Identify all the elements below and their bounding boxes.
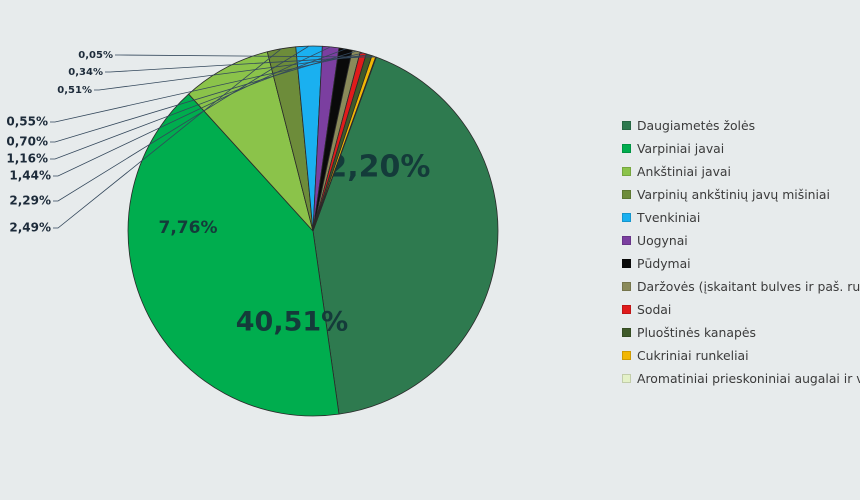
legend-swatch xyxy=(622,374,631,383)
legend-label: Uogynai xyxy=(637,233,688,248)
slice-label-uogynai: 1,44% xyxy=(9,169,51,183)
legend-swatch xyxy=(622,305,631,314)
leader-line-pudymai xyxy=(50,48,346,160)
slice-label-sodai: 0,55% xyxy=(6,115,48,129)
legend-item-daugiametes-zoles: Daugiametės žolės xyxy=(622,114,860,137)
leader-line-varpiniu-ankstiniu-javu-misiniai xyxy=(53,48,282,229)
pie-slice-daugiametes-zoles xyxy=(312,56,499,415)
legend-label: Aromatiniai prieskoniniai augalai ir vai… xyxy=(637,371,860,386)
legend-label: Daugiametės žolės xyxy=(637,118,756,133)
legend-label: Tvenkiniai xyxy=(637,210,701,225)
legend-swatch xyxy=(622,213,631,222)
legend-item-sodai: Sodai xyxy=(622,298,860,321)
legend-label: Daržovės (įskaitant bulves ir paš. runke… xyxy=(637,279,860,294)
legend-label: Varpinių ankštinių javų mišiniai xyxy=(637,187,830,202)
legend-swatch xyxy=(622,328,631,337)
slice-label-varpiniu-ankstiniu-javu-misiniai: 2,49% xyxy=(9,221,51,235)
legend-swatch xyxy=(622,167,631,176)
slice-label-pudymai: 1,16% xyxy=(6,152,48,166)
legend-item-varpiniu-ankstiniu-javu-misiniai: Varpinių ankštinių javų mišiniai xyxy=(622,183,860,206)
legend-swatch xyxy=(622,144,631,153)
slice-label-cukriniai-runkeliai: 0,34% xyxy=(68,67,103,78)
slice-label-darzoves-iskaitant-bulves-ir-pas-runkelius: 0,70% xyxy=(6,135,48,149)
slice-label-varpiniai-javai: 40,51% xyxy=(236,307,348,338)
legend-swatch xyxy=(622,236,631,245)
legend-swatch xyxy=(622,282,631,291)
legend-item-tvenkiniai: Tvenkiniai xyxy=(622,206,860,229)
legend-swatch xyxy=(622,121,631,130)
legend-item-ankstiniai-javai: Ankštiniai javai xyxy=(622,160,860,183)
leader-line-uogynai xyxy=(53,46,331,177)
slice-label-tvenkiniai: 2,29% xyxy=(9,194,51,208)
legend-item-uogynai: Uogynai xyxy=(622,229,860,252)
leader-line-pluostines-kanapes xyxy=(94,54,370,91)
legend-label: Sodai xyxy=(637,302,672,317)
legend-label: Pūdymai xyxy=(637,256,691,271)
legend-label: Cukriniai runkeliai xyxy=(637,348,749,363)
legend-swatch xyxy=(622,190,631,199)
legend-item-varpiniai-javai: Varpiniai javai xyxy=(622,137,860,160)
legend-swatch xyxy=(622,351,631,360)
leader-line-cukriniai-runkeliai xyxy=(105,55,374,73)
leader-line-sodai xyxy=(50,52,364,123)
legend-item-pluostines-kanapes: Pluoštinės kanapės xyxy=(622,321,860,344)
slice-label-pluostines-kanapes: 0,51% xyxy=(57,85,92,96)
legend-label: Pluoštinės kanapės xyxy=(637,325,756,340)
slice-label-aromatiniai-prieskoniniai-augalai-ir-vaistazoles: 0,05% xyxy=(78,50,113,61)
legend-item-darzoves-iskaitant-bulves-ir-pas-runkelius: Daržovės (įskaitant bulves ir paš. runke… xyxy=(622,275,860,298)
legend-label: Varpiniai javai xyxy=(637,141,725,156)
legend-swatch xyxy=(622,259,631,268)
legend-label: Ankštiniai javai xyxy=(637,164,731,179)
legend-item-cukriniai-runkeliai: Cukriniai runkeliai xyxy=(622,344,860,367)
legend-item-aromatiniai-prieskoniniai-augalai-ir-vaistazoles: Aromatiniai prieskoniniai augalai ir vai… xyxy=(622,367,860,390)
leader-line-darzoves-iskaitant-bulves-ir-pas-runkelius xyxy=(50,50,357,143)
slice-label-ankstiniai-javai: 7,76% xyxy=(159,218,218,238)
chart-legend: Daugiametės žolės Varpiniai javai Ankštini… xyxy=(622,114,860,390)
leader-line-aromatiniai-prieskoniniai-augalai-ir-vaistazoles xyxy=(115,54,377,58)
legend-item-pudymai: Pūdymai xyxy=(622,252,860,275)
leader-line-tvenkiniai xyxy=(53,45,310,202)
